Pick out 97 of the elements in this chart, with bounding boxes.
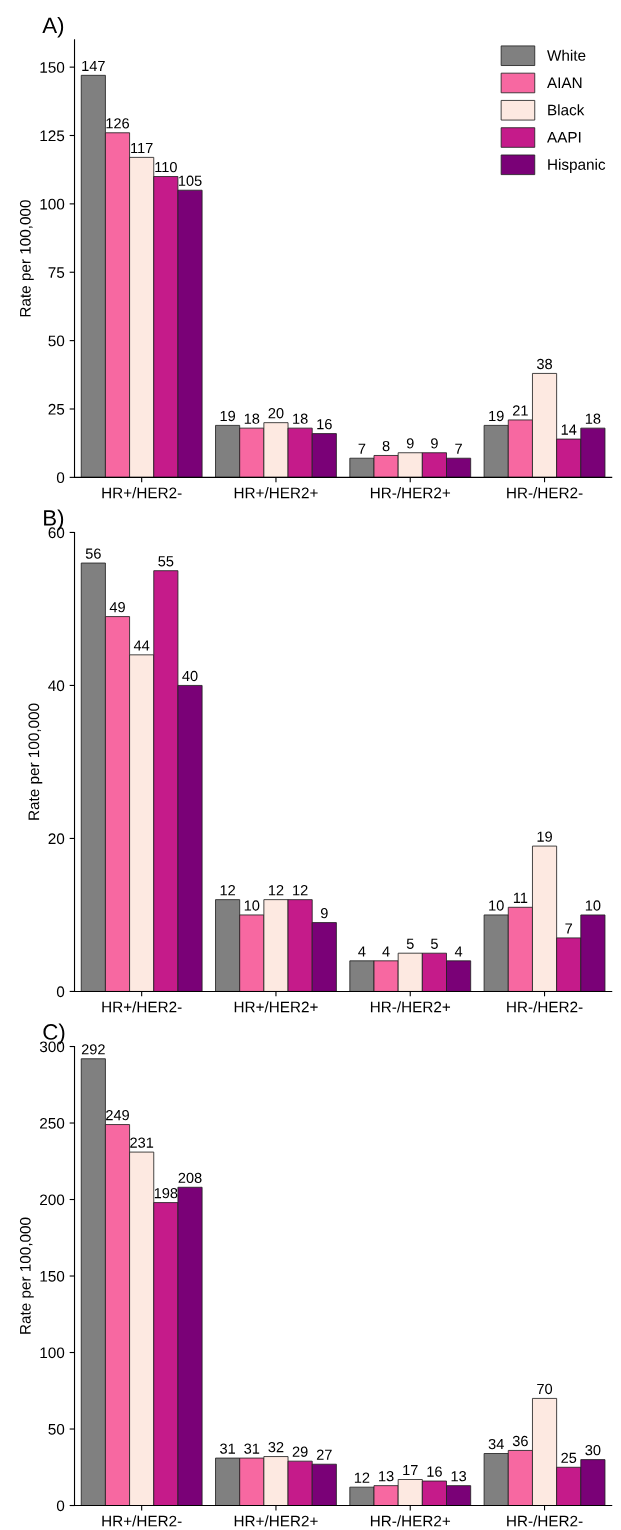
data-label: 4: [454, 946, 463, 957]
data-label: 12: [293, 885, 308, 896]
data-label: 8: [382, 440, 390, 452]
data-label: 198: [154, 1187, 178, 1199]
data-label: 110: [155, 161, 177, 173]
x-tick-label: HR+/HER2-: [102, 1515, 182, 1527]
data-label: 49: [109, 601, 125, 613]
y-tick-label: 125: [40, 130, 65, 142]
data-label: 7: [455, 443, 462, 454]
data-label: 12: [354, 1472, 370, 1483]
y-axis-title: Rate per 100,000: [19, 200, 34, 317]
x-tick-label: HR-/HER2+: [370, 487, 451, 499]
data-label: 9: [320, 907, 328, 919]
data-label: 13: [451, 1471, 467, 1482]
data-label: 10: [489, 900, 504, 911]
y-tick-label: 0: [56, 472, 65, 484]
legend-label: AAPI: [547, 132, 581, 143]
data-label: 30: [585, 1445, 601, 1456]
x-tick-label: HR+/HER2+: [234, 1515, 318, 1527]
data-label: 38: [536, 358, 553, 370]
data-label: 25: [561, 1452, 577, 1463]
data-label: 31: [244, 1443, 260, 1454]
data-label: 147: [82, 60, 105, 71]
data-label: 5: [406, 938, 414, 949]
data-label: 19: [220, 410, 236, 422]
data-label: 34: [488, 1438, 504, 1450]
data-label: 117: [131, 142, 153, 153]
data-label: 32: [268, 1441, 284, 1453]
data-label: 20: [268, 408, 284, 419]
x-tick-label: HR+/HER2-: [102, 1001, 182, 1013]
data-label: 44: [133, 640, 150, 651]
y-tick-label: 250: [40, 1117, 65, 1129]
data-label: 126: [106, 118, 130, 129]
data-label: 14: [561, 424, 577, 435]
y-tick-label: 50: [48, 335, 65, 347]
data-label: 27: [316, 1449, 332, 1460]
y-tick-label: 75: [48, 267, 65, 278]
chart-title: A): [42, 16, 64, 38]
y-axis-title: Rate per 100,000: [28, 703, 43, 820]
y-tick-label: 0: [56, 986, 65, 998]
data-label: 16: [427, 1466, 442, 1477]
data-label: 55: [158, 556, 174, 567]
y-tick-label: 200: [40, 1194, 65, 1206]
legend-label: AIAN: [547, 77, 582, 88]
data-label: 9: [431, 438, 438, 449]
data-label: 105: [178, 175, 202, 186]
data-label: 19: [537, 831, 552, 842]
x-tick-label: HR-/HER2-: [507, 1001, 583, 1013]
data-label: 12: [220, 885, 235, 896]
legend-label: White: [547, 49, 586, 61]
data-label: 18: [293, 413, 308, 424]
y-tick-label: 100: [40, 1347, 65, 1359]
x-tick-label: HR-/HER2-: [507, 1515, 583, 1527]
y-tick-label: 25: [48, 403, 65, 415]
x-tick-label: HR+/HER2+: [234, 1001, 318, 1013]
data-label: 40: [182, 670, 198, 682]
y-axis-title: Rate per 100,000: [19, 1217, 34, 1334]
data-label: 10: [585, 900, 601, 911]
data-label: 7: [358, 443, 366, 454]
data-label: 5: [430, 938, 438, 949]
data-label: 231: [130, 1137, 154, 1148]
data-label: 12: [268, 885, 284, 896]
data-label: 4: [358, 946, 366, 957]
data-label: 16: [317, 419, 332, 430]
data-label: 31: [220, 1443, 236, 1454]
data-label: 13: [379, 1471, 394, 1482]
data-label: 10: [244, 900, 260, 911]
data-label: 249: [106, 1109, 129, 1121]
data-label: 18: [585, 413, 601, 424]
x-tick-label: HR-/HER2+: [370, 1515, 451, 1527]
y-tick-label: 100: [40, 198, 65, 210]
data-label: 18: [244, 413, 260, 424]
y-tick-label: 150: [40, 1270, 65, 1282]
x-tick-label: HR+/HER2-: [102, 487, 182, 499]
data-label: 11: [513, 892, 528, 903]
y-tick-label: 150: [40, 62, 65, 73]
data-label: 21: [512, 405, 528, 416]
data-label: 70: [537, 1383, 553, 1395]
data-label: 19: [489, 410, 504, 422]
data-label: 292: [81, 1044, 105, 1055]
y-tick-label: 50: [48, 1423, 65, 1435]
x-tick-label: HR+/HER2+: [234, 487, 318, 499]
data-label: 56: [85, 548, 101, 559]
data-label: 9: [406, 438, 414, 449]
legend-label: Black: [548, 104, 585, 116]
data-label: 17: [403, 1465, 418, 1476]
x-tick-label: HR-/HER2-: [507, 487, 583, 499]
y-tick-label: 20: [48, 833, 65, 845]
data-label: 29: [292, 1446, 308, 1457]
data-label: 36: [512, 1435, 528, 1447]
y-tick-label: 0: [56, 1500, 65, 1512]
data-label: 4: [382, 946, 390, 957]
data-label: 208: [178, 1172, 202, 1184]
x-tick-label: HR-/HER2+: [370, 1001, 451, 1013]
legend-label: Hispanic: [548, 158, 606, 173]
data-label: 7: [565, 923, 573, 934]
y-tick-label: 40: [48, 680, 65, 692]
